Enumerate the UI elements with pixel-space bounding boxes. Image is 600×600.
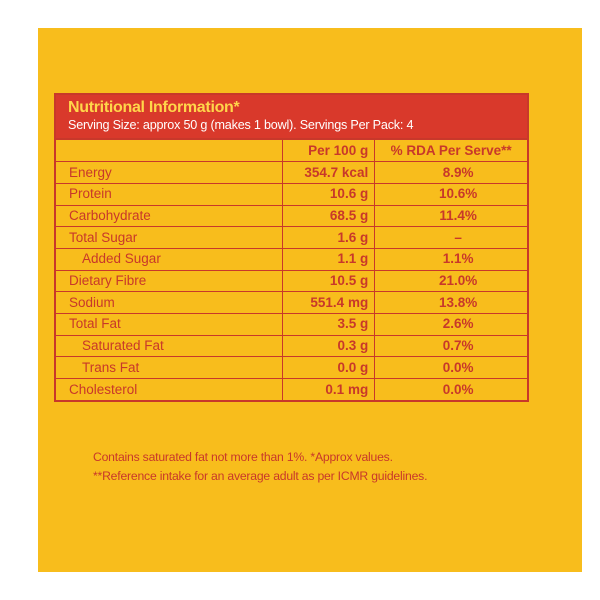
rda-value: – xyxy=(374,226,527,249)
rda-value: 10.6% xyxy=(374,182,527,206)
footnotes: Contains saturated fat not more than 1%.… xyxy=(93,448,427,486)
rda-value: 0.7% xyxy=(374,334,527,358)
rda-value: 11.4% xyxy=(374,204,527,228)
footnote-line-2: **Reference intake for an average adult … xyxy=(93,469,428,483)
rda-value: 2.6% xyxy=(374,313,527,336)
column-header-rda: % RDA Per Serve** xyxy=(374,140,527,163)
table-row: Protein 10.6 g 10.6% xyxy=(56,182,527,206)
rda-value: 13.8% xyxy=(374,291,527,314)
nutrient-name: Added Sugar xyxy=(56,247,283,271)
per-100g-value: 10.6 g xyxy=(281,182,376,206)
rda-value: 0.0% xyxy=(374,378,527,401)
table-row: Trans Fat 0.0 g 0.0% xyxy=(56,356,527,380)
column-header-per-100g: Per 100 g xyxy=(281,140,376,163)
column-header-row: Per 100 g % RDA Per Serve** xyxy=(56,140,527,163)
footnote-line-1: Contains saturated fat not more than 1%.… xyxy=(93,450,393,464)
per-100g-value: 10.5 g xyxy=(281,269,376,293)
table-row: Dietary Fibre 10.5 g 21.0% xyxy=(56,269,527,293)
table-row: Cholesterol 0.1 mg 0.0% xyxy=(56,378,527,401)
table-row: Added Sugar 1.1 g 1.1% xyxy=(56,247,527,271)
nutrition-header: Nutritional Information* Serving Size: a… xyxy=(56,95,527,140)
rda-value: 8.9% xyxy=(374,161,527,184)
column-header-nutrient xyxy=(56,140,283,163)
nutrient-name: Sodium xyxy=(56,291,283,314)
nutrient-name: Carbohydrate xyxy=(56,204,283,228)
per-100g-value: 3.5 g xyxy=(281,313,376,336)
table-row: Total Fat 3.5 g 2.6% xyxy=(56,313,527,336)
per-100g-value: 551.4 mg xyxy=(281,291,376,314)
nutrient-name: Cholesterol xyxy=(56,378,283,401)
per-100g-value: 0.3 g xyxy=(281,334,376,358)
per-100g-value: 0.1 mg xyxy=(281,378,376,401)
nutrition-table: Nutritional Information* Serving Size: a… xyxy=(54,93,529,403)
nutrition-title: Nutritional Information* xyxy=(68,99,240,116)
nutrient-name: Dietary Fibre xyxy=(56,269,283,293)
rda-value: 0.0% xyxy=(374,356,527,380)
per-100g-value: 354.7 kcal xyxy=(281,161,376,184)
per-100g-value: 68.5 g xyxy=(281,204,376,228)
table-row: Total Sugar 1.6 g – xyxy=(56,226,527,249)
table-row: Energy 354.7 kcal 8.9% xyxy=(56,161,527,184)
per-100g-value: 0.0 g xyxy=(281,356,376,380)
nutrient-name: Trans Fat xyxy=(56,356,283,380)
nutrition-grid: Per 100 g % RDA Per Serve** Energy 354.7 … xyxy=(56,140,527,401)
rda-value: 21.0% xyxy=(374,269,527,293)
nutrient-name: Protein xyxy=(56,182,283,206)
table-row: Carbohydrate 68.5 g 11.4% xyxy=(56,204,527,228)
rda-value: 1.1% xyxy=(374,247,527,271)
serving-info: Serving Size: approx 50 g (makes 1 bowl)… xyxy=(68,118,414,132)
nutrient-name: Total Sugar xyxy=(56,226,283,249)
per-100g-value: 1.6 g xyxy=(281,226,376,249)
table-row: Saturated Fat 0.3 g 0.7% xyxy=(56,334,527,358)
nutrient-name: Saturated Fat xyxy=(56,334,283,358)
per-100g-value: 1.1 g xyxy=(281,247,376,271)
nutrient-name: Energy xyxy=(56,161,283,184)
table-row: Sodium 551.4 mg 13.8% xyxy=(56,291,527,314)
nutrient-name: Total Fat xyxy=(56,313,283,336)
